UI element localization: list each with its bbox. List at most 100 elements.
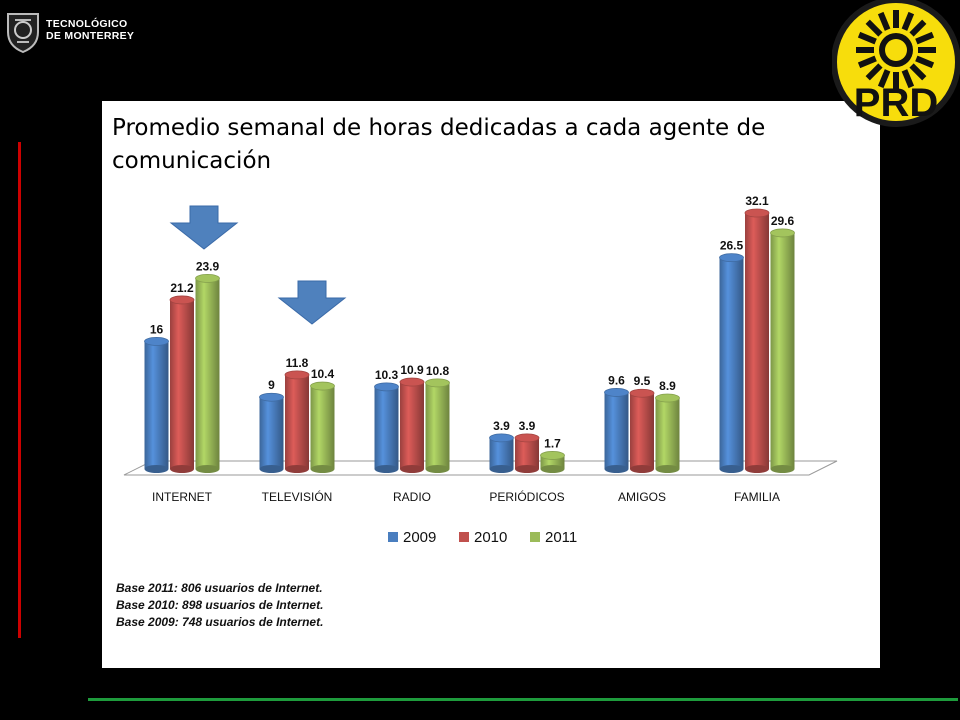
sun-ray — [909, 63, 927, 81]
category-label: FAMILIA — [734, 490, 780, 504]
bar-top-2010-televisión — [284, 370, 310, 380]
bar-2009-amigos — [604, 392, 629, 469]
bar-base-2009-amigos — [604, 465, 629, 473]
data-label: 32.1 — [745, 194, 769, 208]
category-label: INTERNET — [152, 490, 213, 504]
sun-ray — [901, 11, 915, 31]
logo-line-1: TECNOLÓGICO — [46, 18, 128, 30]
bar-2009-familia — [719, 257, 744, 469]
bar-2009-televisión — [259, 397, 284, 469]
data-label: 23.9 — [196, 259, 220, 273]
tec-logo: TECNOLÓGICO DE MONTERREY — [4, 6, 134, 54]
bar-top-2009-internet — [144, 336, 169, 346]
bar-top-2010-familia — [744, 208, 770, 218]
data-label: 9.6 — [608, 373, 625, 387]
sun-ray — [901, 69, 915, 89]
bar-2010-internet — [170, 299, 194, 469]
bar-base-2011-periódicos — [540, 465, 565, 473]
data-label: 11.8 — [286, 356, 309, 370]
down-arrow-icon — [169, 205, 239, 250]
chart-title: Promedio semanal de horas dedicadas a ca… — [112, 115, 766, 174]
down-arrow-icon — [277, 280, 347, 325]
sun-ray — [915, 55, 935, 69]
sun-ray — [865, 19, 883, 37]
bar-base-2009-familia — [719, 465, 744, 473]
data-label: 9 — [268, 378, 275, 392]
data-label: 3.9 — [519, 419, 536, 433]
bar-base-2011-radio — [425, 465, 450, 473]
legend-swatch-2010 — [459, 532, 469, 542]
legend-label-2010: 2010 — [474, 529, 507, 546]
bar-2011-radio — [425, 382, 450, 469]
data-label: 21.2 — [170, 281, 194, 295]
bar-base-2010-radio — [400, 465, 424, 473]
sun-ray — [857, 55, 877, 69]
bar-base-2011-amigos — [655, 465, 680, 473]
bar-2009-periódicos — [489, 437, 514, 469]
sun-ray — [915, 31, 935, 45]
legend-swatch-2009 — [388, 532, 398, 542]
data-label: 3.9 — [493, 419, 510, 433]
red-vertical-line — [18, 142, 21, 638]
bar-2009-internet — [144, 341, 169, 469]
bar-base-2009-internet — [144, 465, 169, 473]
data-label: 10.9 — [400, 363, 424, 377]
category-label: PERIÓDICOS — [489, 489, 564, 504]
bar-2010-televisión — [285, 374, 309, 469]
green-horizontal-line — [88, 698, 958, 701]
sample-notes: Base 2011: 806 usuarios de Internet. Bas… — [116, 580, 323, 631]
sun-ray — [909, 19, 927, 37]
bar-base-2011-televisión — [310, 465, 335, 473]
bar-base-2010-televisión — [285, 465, 309, 473]
bar-top-2009-amigos — [604, 388, 629, 397]
bar-2011-amigos — [655, 398, 680, 469]
data-label: 29.6 — [771, 214, 795, 228]
bar-2011-internet — [195, 278, 220, 469]
bar-2010-amigos — [630, 393, 654, 469]
bar-2009-radio — [374, 386, 399, 469]
bar-top-2011-familia — [770, 228, 795, 238]
logo-text: TECNOLÓGICO DE MONTERREY — [46, 18, 134, 42]
category-label: TELEVISIÓN — [262, 489, 333, 504]
bar-top-2010-radio — [399, 377, 425, 387]
legend-label-2009: 2009 — [403, 529, 436, 546]
category-label: AMIGOS — [618, 490, 666, 504]
bar-2011-familia — [770, 232, 795, 469]
note-2011: Base 2011: 806 usuarios de Internet. — [116, 581, 323, 595]
sun-ray — [877, 69, 891, 89]
legend-swatch-2011 — [530, 532, 540, 542]
data-label: 26.5 — [720, 239, 744, 253]
bar-base-2009-televisión — [259, 465, 284, 473]
bar-base-2010-amigos — [630, 465, 654, 473]
bar-base-2011-internet — [195, 465, 220, 473]
bar-top-2011-amigos — [655, 393, 680, 403]
bar-top-2011-internet — [195, 273, 220, 283]
note-2009: Base 2009: 748 usuarios de Internet. — [116, 615, 324, 629]
bar-base-2010-internet — [170, 465, 194, 473]
bar-2010-radio — [400, 382, 424, 469]
bar-top-2011-televisión — [310, 381, 335, 391]
data-label: 10.8 — [426, 364, 450, 378]
bar-2010-periódicos — [515, 437, 539, 469]
bar-top-2010-periódicos — [514, 433, 540, 443]
data-label: 1.7 — [544, 436, 561, 450]
bar-2010-familia — [745, 213, 769, 469]
bar-base-2009-periódicos — [489, 465, 514, 473]
sun-ray — [877, 11, 891, 31]
category-label: RADIO — [393, 490, 431, 504]
bar-2011-televisión — [310, 386, 335, 469]
logo-line-2: DE MONTERREY — [46, 30, 135, 42]
bar-top-2009-radio — [374, 382, 399, 392]
legend-label-2011: 2011 — [545, 529, 577, 546]
sun-ray — [865, 63, 883, 81]
data-label: 9.5 — [634, 374, 651, 388]
note-2010: Base 2010: 898 usuarios de Internet. — [116, 598, 324, 612]
bar-top-2009-familia — [719, 253, 744, 263]
tec-seal-icon — [7, 13, 39, 54]
bar-base-2010-periódicos — [515, 465, 539, 473]
sun-rays-icon — [856, 10, 936, 90]
bar-top-2010-amigos — [629, 388, 655, 398]
data-label: 8.9 — [659, 379, 676, 393]
prd-logo: PRD — [832, 0, 960, 127]
bar-top-2011-periódicos — [540, 451, 565, 460]
